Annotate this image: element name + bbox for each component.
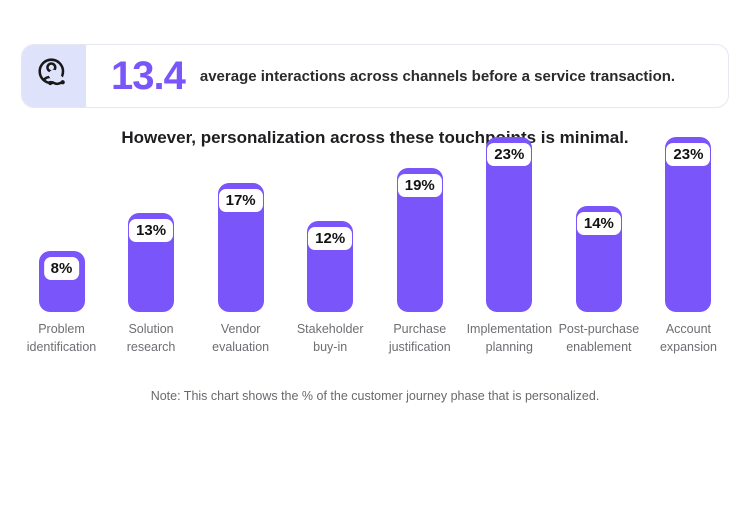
bar-column: 23% Account expansion [644,136,733,358]
bar-column: 17% Vendor evaluation [196,182,285,358]
bar-column: 23% Implementation planning [465,136,554,358]
bar-column: 14% Post-purchase enablement [554,205,643,358]
bar-column: 13% Solution research [107,212,196,358]
stat-icon-box [22,45,86,107]
bar-category-label: Vendor evaluation [212,321,270,355]
stat-value: 13.4 [111,53,186,98]
stat-description: average interactions across channels bef… [199,67,676,85]
bar-category-label: Post-purchase enablement [558,321,640,355]
bar-category-label: Account expansion [659,321,717,355]
chart-note: Note: This chart shows the % of the cust… [150,389,600,403]
bar-value-label: 17% [218,188,263,212]
bar-category-label: Problem identification [26,321,97,355]
bar: 23% [665,136,712,312]
bar-category-label: Solution research [126,321,176,355]
chart-columns: 8% Problem identification 13% Solution resear… [17,136,733,358]
bar-value-label: 12% [308,226,353,250]
bar-value-label: 13% [129,218,174,242]
bar: 17% [217,182,264,312]
bar-column: 19% Purchase justification [375,167,464,358]
bar-category-label: Stakeholder buy-in [296,321,364,355]
bar-value-label: 14% [576,211,621,235]
bar: 19% [396,167,443,312]
bar-value-label: 19% [397,173,442,197]
bar-value-label: 8% [43,256,80,280]
bar-value-label: 23% [487,142,532,166]
bar: 13% [128,212,175,312]
bar-category-label: Implementation planning [466,321,553,355]
bar: 14% [575,205,622,312]
bar-column: 8% Problem identification [17,250,106,358]
bar: 8% [38,250,85,312]
bar: 23% [486,136,533,312]
bar-category-label: Purchase justification [388,321,451,355]
infographic: 13.4 average interactions across channel… [0,44,750,403]
bar: 12% [307,220,354,312]
stat-banner: 13.4 average interactions across channel… [21,44,729,108]
customer-journey-icon [36,56,72,97]
chart-title: However, personalization across these to… [121,128,629,147]
bar-column: 12% Stakeholder buy-in [286,220,375,358]
bar-value-label: 23% [666,142,711,166]
stat-banner-body: 13.4 average interactions across channel… [86,45,675,107]
